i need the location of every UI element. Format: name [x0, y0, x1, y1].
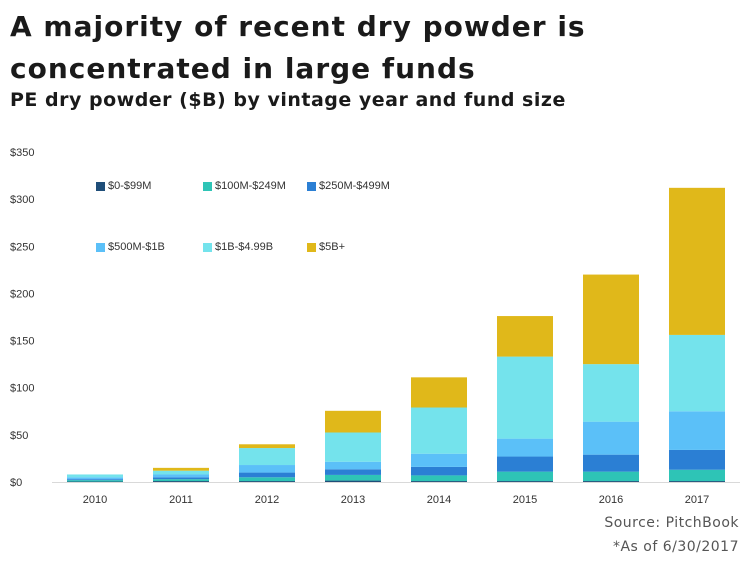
bar-segment — [497, 471, 553, 482]
bar-segment — [669, 187, 725, 335]
bar-segment — [583, 481, 639, 482]
bar-segment — [325, 432, 381, 462]
legend-swatch — [307, 242, 316, 252]
date-note: *As of 6/30/2017 — [612, 539, 739, 555]
legend-label: $500M-$1B — [108, 241, 165, 253]
legend-item: $0-$99M — [96, 180, 151, 192]
bar-segment — [497, 481, 553, 482]
legend-swatch — [96, 181, 105, 191]
bar-segment — [583, 454, 639, 472]
y-tick-label: $250 — [10, 241, 34, 253]
bar-segment — [497, 356, 553, 439]
x-tick-label: 2013 — [341, 494, 365, 506]
y-tick-label: $150 — [10, 336, 34, 348]
y-tick-label: $200 — [10, 288, 34, 300]
bar-segment — [669, 481, 725, 482]
bar-segment — [153, 477, 209, 480]
bar-segment — [153, 470, 209, 475]
bar-segment — [497, 456, 553, 472]
bar-segment — [411, 453, 467, 467]
legend-label: $250M-$499M — [319, 180, 390, 192]
x-tick-label: 2017 — [685, 494, 709, 506]
x-tick-label: 2014 — [427, 494, 451, 506]
y-tick-label: $0 — [10, 477, 22, 489]
bar-segment — [325, 461, 381, 470]
x-tick-label: 2012 — [255, 494, 279, 506]
bar-segment — [67, 480, 123, 482]
bar-segment — [583, 364, 639, 422]
legend-label: $0-$99M — [108, 180, 152, 192]
legend-swatch — [96, 242, 105, 252]
chart-subtitle: PE dry powder ($B) by vintage year and f… — [10, 89, 566, 111]
bar-segment — [411, 466, 467, 476]
chart-title: A majority of recent dry powder is conce… — [10, 10, 586, 85]
bar-segment — [153, 467, 209, 471]
bar-segment — [669, 469, 725, 482]
bar-segment — [239, 472, 295, 478]
bar-segment — [325, 410, 381, 433]
legend-label: $5B+ — [319, 241, 345, 253]
x-tick-label: 2010 — [83, 494, 107, 506]
legend-swatch — [203, 181, 212, 191]
bar-segment — [67, 479, 123, 481]
bar-segment — [583, 274, 639, 365]
y-tick-label: $300 — [10, 194, 34, 206]
bar-segment — [325, 469, 381, 475]
bar-segment — [669, 449, 725, 470]
bar-segment — [153, 474, 209, 478]
bar-segment — [583, 471, 639, 482]
source-note: Source: PitchBook — [604, 515, 739, 531]
bar-segment — [67, 474, 123, 478]
x-axis: 2010 2011 2012 2013 2014 2015 2016 2017 — [83, 494, 709, 506]
bar-segment — [411, 377, 467, 408]
bar-segment — [239, 481, 295, 482]
y-tick-label: $350 — [10, 147, 34, 159]
bar-segment — [325, 480, 381, 482]
bar-segment — [497, 316, 553, 357]
bar-segment — [411, 481, 467, 482]
legend-label: $1B-$4.99B — [215, 241, 274, 253]
bar-segment — [67, 477, 123, 480]
bar-segment — [669, 411, 725, 450]
legend-item: $500M-$1B — [96, 241, 165, 253]
bars — [67, 187, 725, 482]
bar-segment — [153, 479, 209, 482]
x-tick-label: 2015 — [513, 494, 537, 506]
bar-segment — [239, 465, 295, 473]
bar-segment — [239, 448, 295, 466]
legend-swatch — [307, 181, 316, 191]
bar-segment — [669, 334, 725, 412]
bar-segment — [239, 477, 295, 482]
legend-label: $100M-$249M — [215, 180, 286, 192]
bar-segment — [497, 438, 553, 457]
x-tick-label: 2011 — [169, 494, 193, 506]
legend-item: $5B+ — [307, 241, 345, 253]
legend-item: $100M-$249M — [203, 180, 286, 192]
legend-item: $1B-$4.99B — [203, 241, 273, 253]
y-axis: $0 $50 $100 $150 $200 $250 $300 $350 — [10, 147, 740, 489]
bar-segment — [583, 421, 639, 455]
bar-segment — [411, 407, 467, 454]
bar-segment — [325, 474, 381, 481]
x-tick-label: 2016 — [599, 494, 623, 506]
legend-swatch — [203, 242, 212, 252]
bar-segment — [153, 481, 209, 482]
bar-segment — [239, 444, 295, 449]
legend-item: $250M-$499M — [307, 180, 390, 192]
bar-segment — [411, 475, 467, 482]
y-tick-label: $100 — [10, 383, 34, 395]
y-tick-label: $50 — [10, 430, 28, 442]
